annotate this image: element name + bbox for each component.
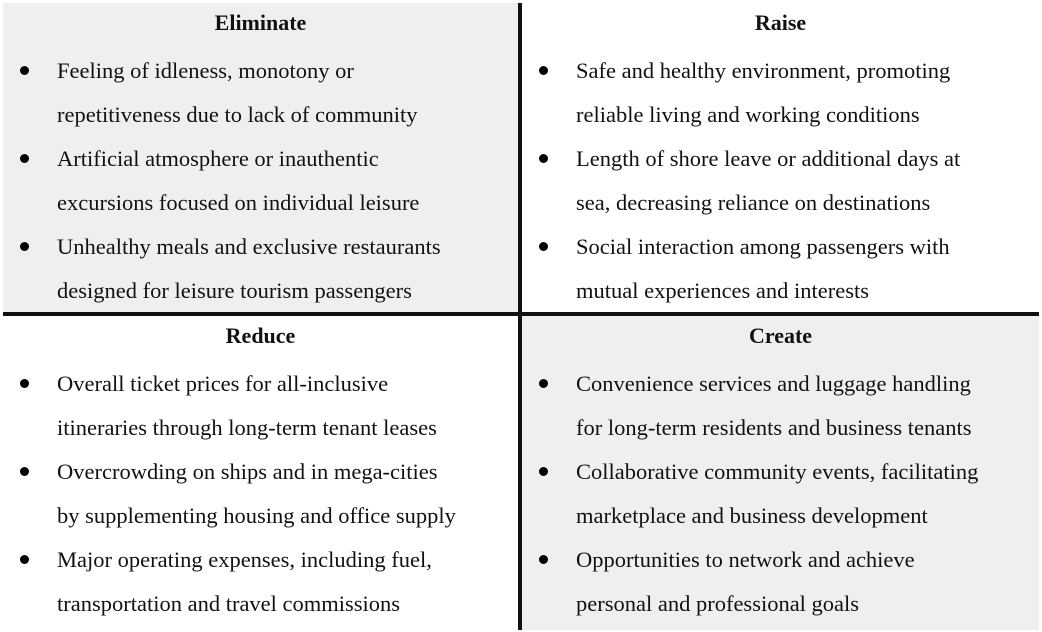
item-line: marketplace and business development <box>576 503 928 528</box>
item-line: sea, decreasing reliance on destinations <box>576 190 931 215</box>
list-item: Major operating expenses, including fuel… <box>3 538 518 626</box>
list-item: Overcrowding on ships and in mega-cities… <box>3 450 518 538</box>
item-line: Feeling of idleness, monotony or <box>57 58 354 83</box>
item-line: Major operating expenses, including fuel… <box>57 547 432 572</box>
item-line: for long-term residents and business ten… <box>576 415 972 440</box>
item-line: Opportunities to network and achieve <box>576 547 915 572</box>
quadrant-create: Create Convenience services and luggage … <box>522 316 1039 630</box>
eliminate-list: Feeling of idleness, monotony or repetiti… <box>3 49 518 313</box>
item-line: transportation and travel commissions <box>57 591 401 616</box>
list-item: Convenience services and luggage handlin… <box>522 362 1039 450</box>
bullet-icon <box>20 379 29 388</box>
bullet-icon <box>20 66 29 75</box>
list-item: Feeling of idleness, monotony or repetiti… <box>3 49 518 137</box>
list-item: Safe and healthy environment, promoting r… <box>522 49 1039 137</box>
quadrant-title-raise: Raise <box>754 10 807 35</box>
raise-list: Safe and healthy environment, promoting r… <box>522 49 1039 313</box>
quadrant-title-create: Create <box>748 323 813 348</box>
bullet-icon <box>539 555 548 564</box>
bullet-icon <box>539 154 548 163</box>
item-line: Collaborative community events, facilita… <box>576 459 979 484</box>
list-item: Unhealthy meals and exclusive restaurant… <box>3 225 518 313</box>
bullet-icon <box>539 242 548 251</box>
item-line: designed for leisure tourism passengers <box>57 278 412 303</box>
item-line: Artificial atmosphere or inauthentic <box>57 146 379 171</box>
item-line: Social interaction among passengers with <box>576 234 950 259</box>
item-line: mutual experiences and interests <box>576 278 870 303</box>
list-item: Artificial atmosphere or inauthentic excu… <box>3 137 518 225</box>
item-line: Overcrowding on ships and in mega-cities <box>57 459 438 484</box>
item-line: Convenience services and luggage handlin… <box>576 371 971 396</box>
list-item: Collaborative community events, facilita… <box>522 450 1039 538</box>
item-line: itineraries through long-term tenant lea… <box>57 415 437 440</box>
item-line: excursions focused on individual leisure <box>57 190 420 215</box>
bullet-icon <box>539 467 548 476</box>
reduce-list: Overall ticket prices for all-inclusive i… <box>3 362 518 626</box>
create-list: Convenience services and luggage handlin… <box>522 362 1039 626</box>
quadrant-eliminate: Eliminate Feeling of idleness, monotony … <box>3 3 518 312</box>
bullet-icon <box>539 379 548 388</box>
bullet-icon <box>20 154 29 163</box>
quadrant-title-eliminate: Eliminate <box>214 10 307 35</box>
list-item: Social interaction among passengers with… <box>522 225 1039 313</box>
item-line: Unhealthy meals and exclusive restaurant… <box>57 234 441 259</box>
vertical-divider <box>518 3 522 630</box>
quadrant-raise: Raise Safe and healthy environment, prom… <box>522 3 1039 312</box>
quadrant-title-reduce: Reduce <box>225 323 296 348</box>
bullet-icon <box>539 66 548 75</box>
list-item: Opportunities to network and achieve pers… <box>522 538 1039 626</box>
list-item: Overall ticket prices for all-inclusive i… <box>3 362 518 450</box>
item-line: Overall ticket prices for all-inclusive <box>57 371 389 396</box>
list-item: Length of shore leave or additional days… <box>522 137 1039 225</box>
item-line: by supplementing housing and office supp… <box>57 503 456 528</box>
quadrant-reduce: Reduce Overall ticket prices for all-inc… <box>3 316 518 630</box>
item-line: Safe and healthy environment, promoting <box>576 58 951 83</box>
item-line: repetitiveness due to lack of community <box>57 102 418 127</box>
bullet-icon <box>20 467 29 476</box>
bullet-icon <box>20 242 29 251</box>
item-line: personal and professional goals <box>576 591 860 616</box>
item-line: reliable living and working conditions <box>576 102 920 127</box>
item-line: Length of shore leave or additional days… <box>576 146 961 171</box>
horizontal-divider <box>3 312 1039 316</box>
bullet-icon <box>20 555 29 564</box>
